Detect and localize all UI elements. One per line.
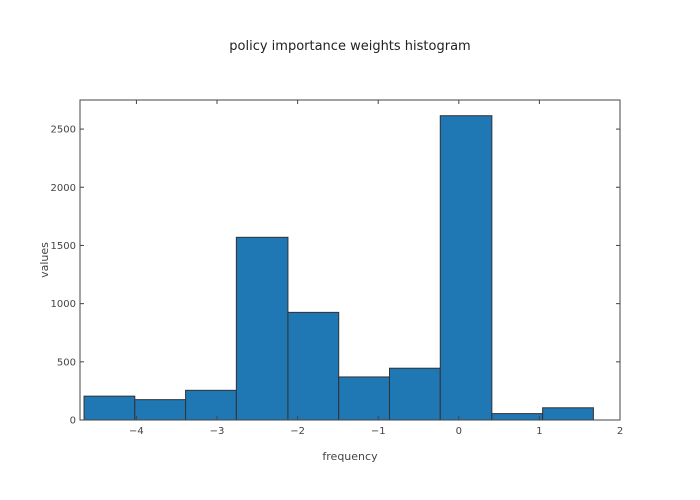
y-tick-label-0: 0 [70, 416, 76, 427]
y-tick-label-1: 500 [57, 357, 76, 368]
x-tick-label-0: −4 [129, 426, 144, 437]
y-tick-label-3: 1500 [51, 241, 76, 252]
histogram-bar-3 [235, 236, 289, 421]
chart-title: policy importance weights histogram [229, 39, 470, 54]
ticks-layer: −4 −3 −2 −1 0 1 2 0 500 1000 1500 2000 2500 [51, 100, 623, 437]
x-tick-label-2: −2 [290, 426, 305, 437]
x-tick-label-4: 0 [456, 426, 462, 437]
histogram-bar-7 [439, 115, 493, 421]
histogram-bar-0 [83, 395, 136, 421]
x-tick-label-5: 1 [536, 426, 542, 437]
y-tick-label-2: 1000 [51, 299, 76, 310]
histogram-bar-1 [134, 399, 187, 421]
x-axis-title: frequency [322, 450, 378, 463]
bars-layer [83, 115, 594, 421]
x-tick-label-6: 2 [617, 426, 623, 437]
x-tick-label-1: −3 [210, 426, 225, 437]
histogram-bar-2 [185, 389, 237, 421]
histogram-bar-8 [491, 413, 544, 421]
y-axis-title: values [38, 242, 51, 278]
histogram-bar-9 [542, 407, 594, 421]
y-tick-label-4: 2000 [51, 183, 76, 194]
histogram-bar-5 [338, 376, 390, 421]
plot-frame [79, 99, 621, 421]
x-tick-label-3: −1 [371, 426, 386, 437]
histogram-bar-6 [388, 367, 441, 421]
histogram-bar-4 [287, 311, 340, 421]
y-tick-label-5: 2500 [51, 125, 76, 136]
